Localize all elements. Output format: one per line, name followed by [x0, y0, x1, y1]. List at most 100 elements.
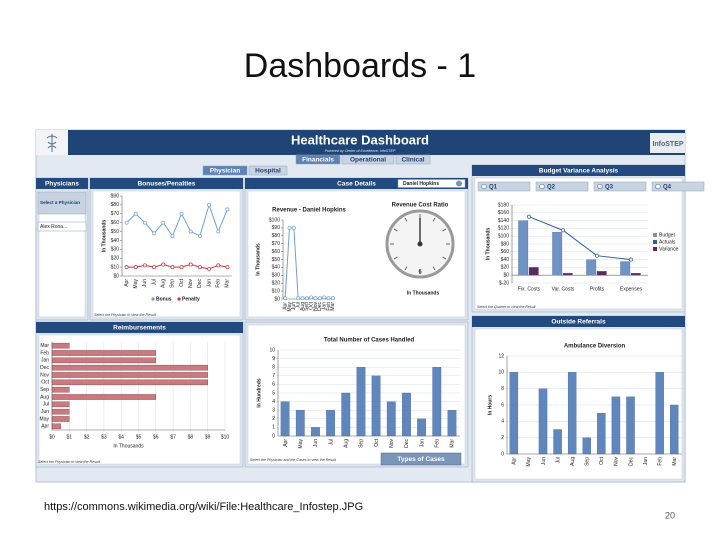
bar: [51, 357, 157, 364]
dropdown-button[interactable]: [456, 180, 462, 187]
x-tick-label: Nov: [313, 302, 319, 311]
x-tick-label: Feb: [435, 439, 441, 448]
y-tick-label: Jun: [41, 409, 49, 415]
y-tick-label: $40: [272, 265, 281, 271]
button[interactable]: [380, 452, 462, 466]
marker: [317, 296, 322, 301]
y-tick-label: $120: [498, 226, 509, 232]
subtab[interactable]: [248, 165, 288, 176]
x-tick-label: Jan: [643, 457, 649, 465]
page-number: 20: [665, 510, 675, 520]
chart-title: Revenue - Daniel Hopkins: [272, 208, 346, 214]
x-tick-label: Oct: [599, 456, 605, 464]
quarter-option[interactable]: [535, 181, 589, 192]
marker: [296, 296, 301, 301]
marker: [300, 296, 305, 301]
dropdown-value[interactable]: Alex Rona...: [40, 224, 67, 230]
y-tick-label: $60: [501, 249, 510, 255]
radio[interactable]: [597, 183, 603, 190]
bar: [582, 437, 591, 455]
x-tick-label: Var. Costs: [552, 286, 575, 292]
x-tick-label: Apr: [124, 279, 130, 287]
dropdown[interactable]: [397, 179, 466, 188]
quarter-option[interactable]: [651, 181, 705, 192]
x-tick-label: Feb: [657, 457, 663, 466]
tab-label[interactable]: Clinical: [401, 156, 424, 163]
quarter-label[interactable]: Q3: [605, 184, 614, 190]
marker: [326, 296, 331, 301]
x-tick-label: $2: [84, 434, 90, 440]
bar: [586, 259, 597, 276]
y-tick-label: $20: [501, 265, 510, 271]
tab[interactable]: [295, 154, 341, 165]
y-axis-label: In Thousands: [255, 243, 261, 276]
tab-label[interactable]: Operational: [350, 156, 386, 163]
line: [528, 216, 632, 261]
quarter-label[interactable]: Q2: [547, 184, 556, 190]
panel-header: [472, 316, 685, 327]
marker: [225, 265, 230, 270]
subtab-label[interactable]: Physician: [210, 167, 240, 174]
bar: [552, 232, 563, 276]
tab[interactable]: [341, 154, 395, 165]
x-tick-label: Nov: [614, 457, 620, 466]
gauge-hub: [417, 241, 423, 247]
y-tick-label: $80: [111, 202, 120, 208]
y-tick-label: 5: [272, 390, 275, 396]
bar: [538, 388, 548, 455]
bar: [447, 410, 457, 437]
dropdown-value[interactable]: Daniel Hopkins: [403, 181, 439, 187]
y-tick-label: $30: [272, 273, 281, 279]
dropdown[interactable]: [37, 221, 87, 232]
radio[interactable]: [481, 183, 487, 190]
subtab[interactable]: [202, 165, 248, 176]
subtab-label[interactable]: Hospital: [255, 167, 281, 174]
y-tick-label: Jul: [43, 402, 49, 408]
marker: [629, 257, 633, 262]
x-tick-label: Apr: [512, 457, 518, 465]
x-tick-label: Profits: [590, 286, 605, 292]
panel-footer: Select the Physician to view the Result: [38, 460, 101, 464]
y-tick-label: $20: [272, 281, 281, 287]
tab[interactable]: [395, 154, 431, 165]
quarter-label[interactable]: Q1: [489, 184, 498, 190]
y-tick-label: 9: [272, 356, 275, 362]
x-tick-label: Mar: [225, 279, 231, 288]
marker: [133, 265, 138, 270]
quarter-option[interactable]: [477, 181, 531, 192]
gauge-tick: [404, 217, 408, 222]
panel-title: Reimbursements: [113, 324, 166, 331]
y-tick-label: Apr: [41, 424, 49, 430]
gauge-tick: [442, 228, 447, 232]
quarter-option[interactable]: [593, 181, 647, 192]
y-tick-label: $80: [272, 233, 281, 239]
bar: [51, 408, 70, 415]
x-tick-label: Oct: [374, 438, 380, 446]
source-link[interactable]: https://commons.wikimedia.org/wiki/File:…: [44, 501, 363, 513]
radio[interactable]: [539, 183, 545, 190]
bar: [326, 410, 335, 437]
marker: [197, 265, 202, 270]
x-tick-label: $5: [136, 434, 142, 440]
dashboard-subtitle: Powered by Center of Excellence, InfoSTE…: [325, 149, 396, 153]
x-tick-label: Dec: [197, 279, 203, 288]
y-tick-label: $0: [113, 273, 119, 279]
x-tick-label: Sep: [359, 439, 365, 448]
radio[interactable]: [655, 183, 661, 190]
y-tick-label: Aug: [40, 394, 49, 400]
y-tick-label: 12: [498, 353, 504, 359]
quarter-label[interactable]: Q4: [663, 184, 672, 190]
marker: [207, 266, 212, 271]
tab-label[interactable]: Financials: [302, 156, 334, 163]
marker: [124, 220, 129, 225]
x-tick-label: Jun: [541, 457, 547, 465]
x-tick-label: $10: [221, 434, 230, 440]
x-tick-label: Mar: [330, 302, 336, 311]
chart-title: Ambulance Diversion: [564, 344, 626, 350]
y-tick-label: $70: [111, 211, 120, 217]
button-label[interactable]: Types of Cases: [397, 456, 445, 463]
panel-header: [472, 165, 685, 176]
x-tick-label: Aug: [570, 457, 576, 466]
legend-label: Actuals: [659, 239, 676, 245]
x-tick-label: Expenses: [620, 286, 642, 292]
